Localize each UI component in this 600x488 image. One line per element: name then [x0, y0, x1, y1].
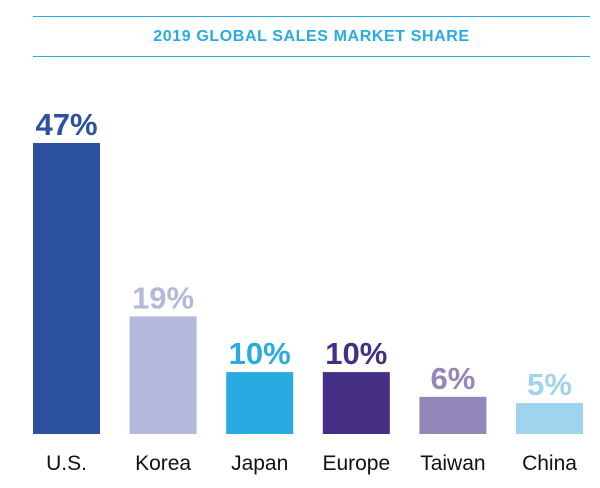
value-label-europe: 10%	[325, 336, 387, 371]
bar-europe	[322, 372, 390, 434]
value-label-japan: 10%	[229, 336, 291, 371]
bar-korea	[129, 316, 197, 434]
chart-title: 2019 GLOBAL SALES MARKET SHARE	[153, 28, 470, 45]
category-label-taiwan: Taiwan	[420, 452, 485, 475]
category-label-japan: Japan	[231, 452, 288, 475]
bar-japan	[226, 372, 294, 434]
title-top-rule	[33, 16, 590, 17]
category-label-china: China	[522, 452, 577, 475]
category-label-europe: Europe	[322, 452, 390, 475]
value-label-china: 5%	[527, 367, 572, 402]
bar-taiwan	[419, 396, 487, 434]
value-label-u-s: 47%	[35, 107, 97, 142]
bar-u-s	[33, 143, 100, 434]
title-bottom-rule	[33, 56, 590, 57]
category-label-korea: Korea	[135, 452, 191, 475]
value-label-korea: 19%	[132, 280, 194, 315]
bar-china	[516, 403, 583, 434]
value-label-taiwan: 6%	[430, 361, 475, 396]
category-label-u-s: U.S.	[46, 452, 87, 475]
